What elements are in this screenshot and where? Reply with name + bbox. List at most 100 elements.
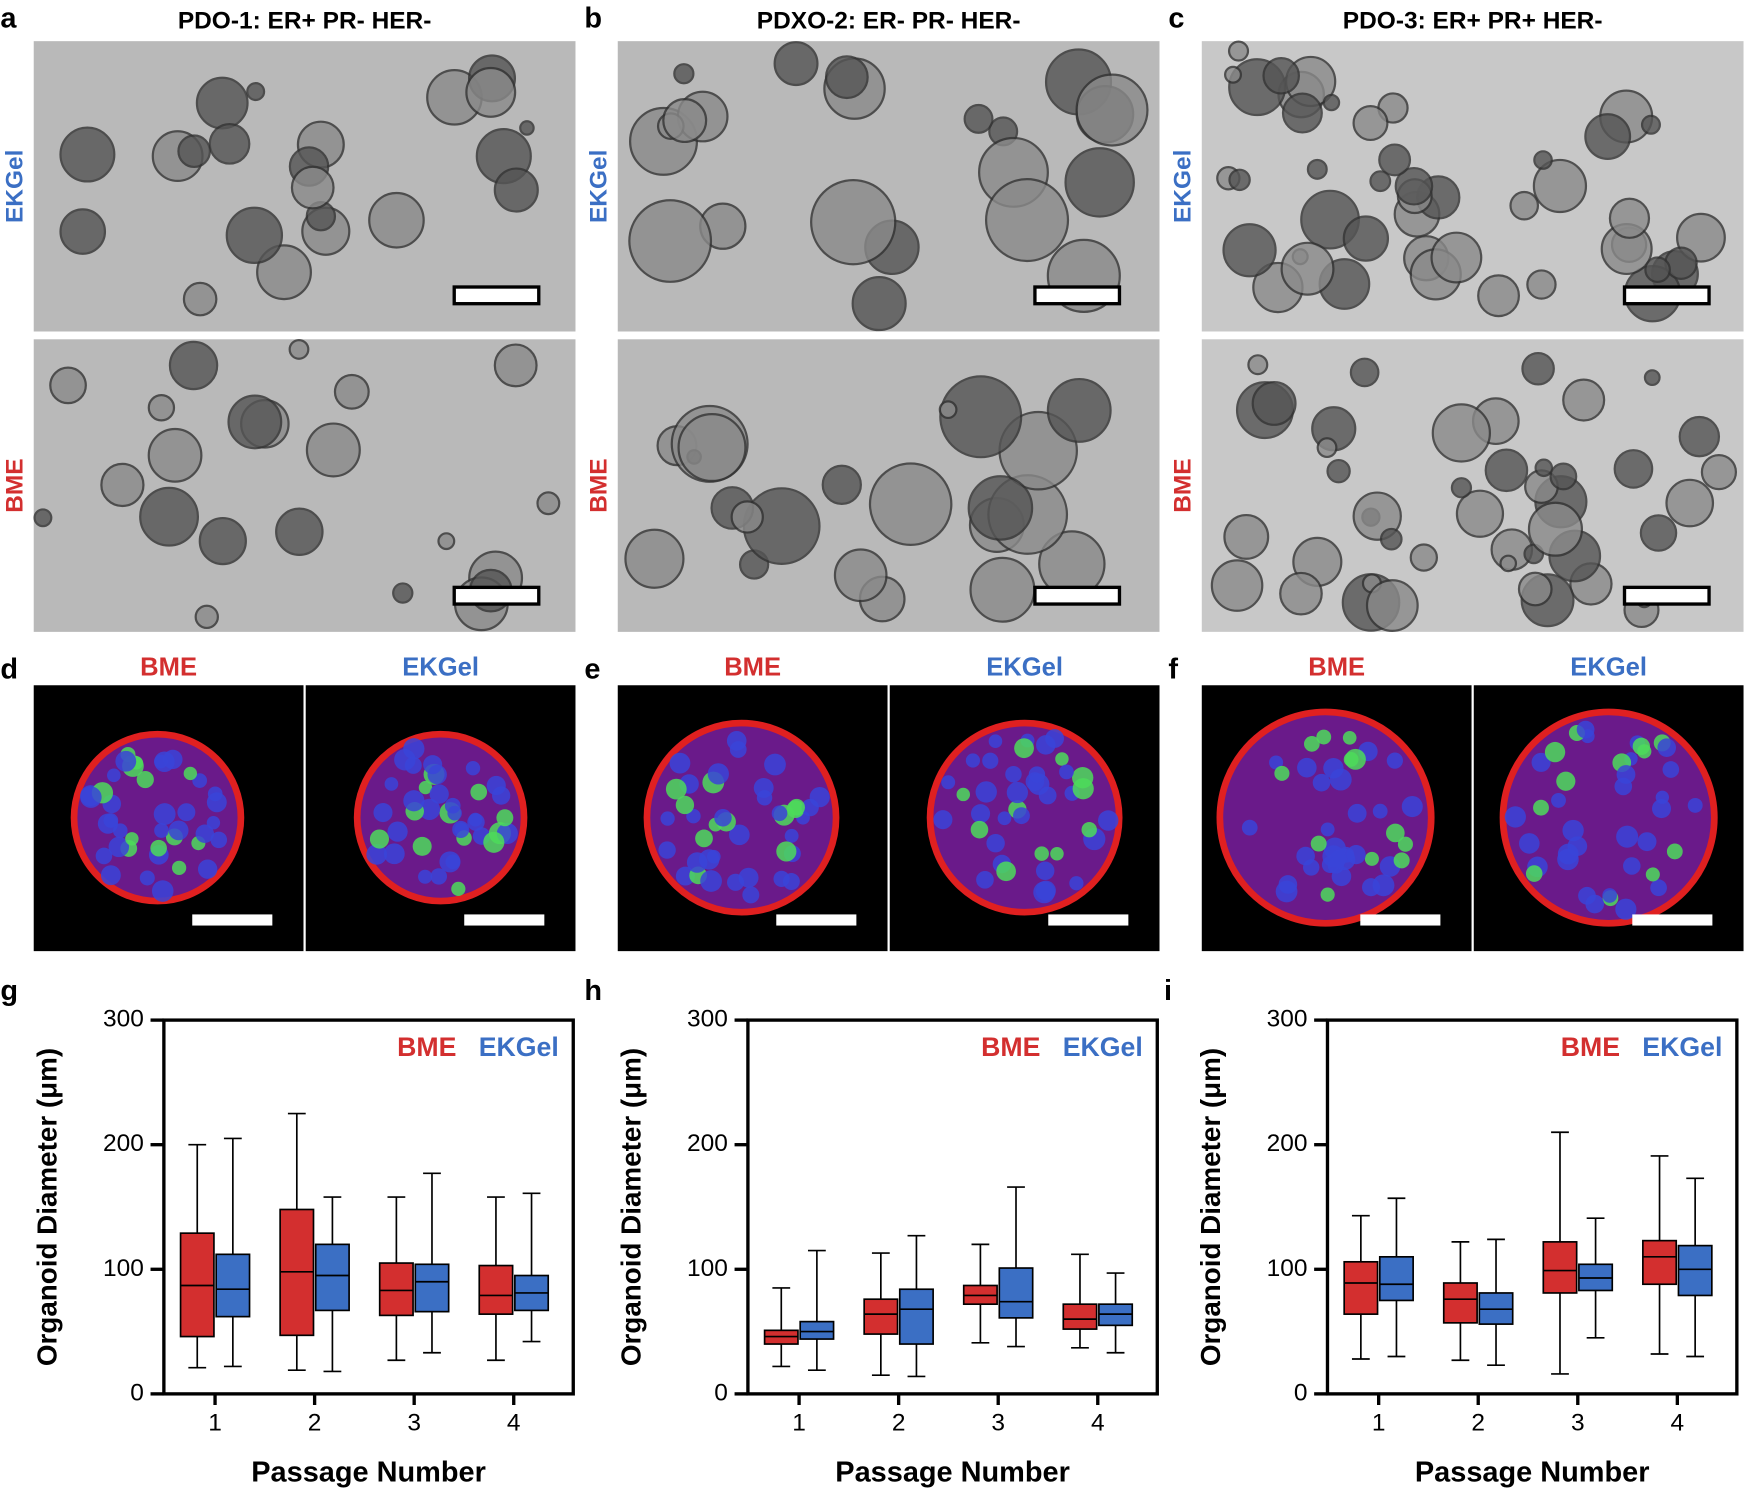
- scale-bar: [1033, 585, 1122, 606]
- organoid: [938, 400, 958, 420]
- nucleus: [782, 873, 800, 891]
- nucleus: [1372, 874, 1395, 897]
- x-tick-label: 3: [407, 1409, 421, 1436]
- nucleus: [1316, 729, 1332, 745]
- nucleus: [465, 761, 481, 776]
- plot-frame: [162, 1018, 575, 1396]
- y-tick-label: 100: [687, 1255, 728, 1282]
- organoid: [290, 165, 335, 210]
- legend-entry: BME: [1561, 1032, 1620, 1062]
- organoid: [1251, 380, 1297, 426]
- box: [1343, 1260, 1379, 1315]
- nucleus: [1342, 730, 1357, 745]
- nucleus: [1645, 867, 1660, 882]
- scale-bar: [776, 914, 857, 926]
- nucleus: [1637, 832, 1657, 852]
- organoid: [939, 375, 1023, 459]
- box: [414, 1263, 450, 1313]
- organoid: [288, 338, 310, 360]
- organoid: [1431, 403, 1492, 463]
- panel-letter: c: [1168, 3, 1184, 35]
- nucleus: [729, 741, 747, 758]
- scale-bar: [452, 285, 541, 306]
- nucleus: [1666, 843, 1683, 860]
- nucleus: [658, 841, 676, 859]
- organoid: [1678, 415, 1721, 458]
- organoid: [1499, 554, 1518, 573]
- nucleus: [451, 881, 466, 897]
- nucleus: [108, 836, 130, 858]
- nucleus: [1655, 790, 1670, 804]
- x-axis-label: Passage Number: [835, 1457, 1070, 1489]
- nucleus: [418, 798, 441, 821]
- nucleus: [125, 832, 139, 846]
- nucleus: [100, 865, 121, 886]
- organoid: [194, 604, 219, 630]
- legend-entry: EKGel: [1642, 1032, 1722, 1062]
- nucleus: [1014, 738, 1034, 759]
- organoid: [624, 528, 685, 589]
- nucleus: [970, 820, 989, 839]
- organoid: [1450, 477, 1473, 499]
- legend-entry: BME: [397, 1032, 456, 1062]
- organoid: [1210, 559, 1264, 612]
- organoid: [59, 208, 107, 255]
- nucleus: [1602, 888, 1618, 903]
- organoid: [1584, 113, 1632, 160]
- nucleus: [1397, 836, 1413, 852]
- organoid: [333, 373, 370, 410]
- box: [378, 1262, 414, 1317]
- nucleus: [1005, 765, 1022, 783]
- organoid: [773, 41, 819, 87]
- organoid: [465, 66, 517, 118]
- y-axis-label: Organoid Diameter (μm): [32, 1048, 63, 1366]
- nucleus: [151, 880, 174, 902]
- organoid: [1521, 351, 1555, 386]
- y-tick-label: 300: [687, 1006, 728, 1033]
- organoid: [1613, 449, 1654, 489]
- nucleus: [1632, 737, 1650, 756]
- nucleus: [171, 860, 187, 875]
- organoid: [49, 366, 87, 405]
- scale-bar: [1033, 285, 1122, 306]
- nucleus: [1576, 720, 1595, 739]
- nucleus: [1623, 857, 1641, 875]
- nucleus: [1098, 810, 1119, 831]
- organoid: [1394, 166, 1434, 206]
- box: [215, 1253, 251, 1318]
- organoid: [963, 103, 994, 134]
- nucleus: [1544, 741, 1566, 763]
- nucleus: [1386, 752, 1403, 769]
- nucleus: [366, 844, 388, 865]
- organoid: [810, 178, 897, 266]
- nucleus: [1662, 761, 1680, 778]
- nucleus: [1304, 736, 1320, 752]
- nucleus: [988, 734, 1003, 748]
- organoid: [1430, 231, 1483, 284]
- x-tick-label: 4: [507, 1409, 521, 1436]
- nucleus: [1269, 755, 1284, 770]
- nucleus: [986, 833, 1005, 853]
- organoid: [1526, 269, 1557, 300]
- nucleus: [139, 870, 155, 886]
- organoid: [227, 394, 283, 450]
- x-tick-label: 4: [1671, 1409, 1685, 1436]
- scale-bar: [452, 585, 541, 606]
- organoid: [1517, 571, 1553, 607]
- nucleus: [1614, 777, 1633, 796]
- column-label: EKGel: [986, 653, 1063, 681]
- nucleus: [742, 886, 760, 904]
- organoid: [368, 191, 425, 249]
- row-label: EKGel: [1, 150, 28, 223]
- organoid: [677, 412, 747, 483]
- organoid: [1549, 462, 1578, 491]
- organoid: [1352, 105, 1389, 142]
- nucleus: [997, 811, 1012, 826]
- x-tick-label: 1: [1372, 1409, 1386, 1436]
- organoid: [1228, 168, 1251, 192]
- box: [1677, 1244, 1713, 1297]
- nucleus: [956, 787, 970, 802]
- legend-entry: EKGel: [479, 1032, 559, 1062]
- organoid: [1378, 143, 1412, 177]
- nucleus: [1038, 786, 1057, 805]
